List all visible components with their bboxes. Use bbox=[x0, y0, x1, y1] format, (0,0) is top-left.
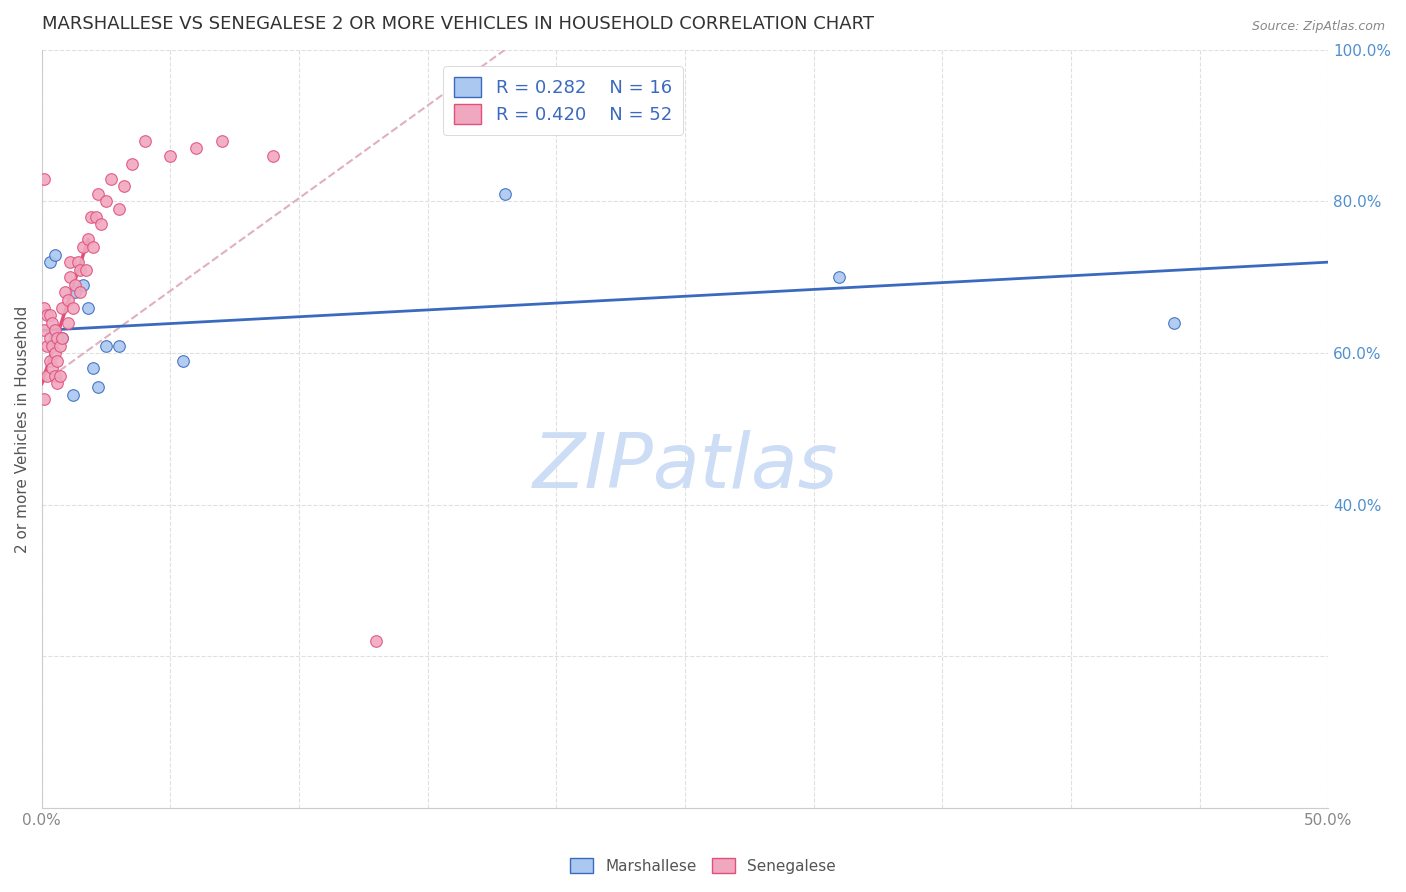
Point bbox=[94, 194, 117, 209]
Point bbox=[72, 277, 94, 292]
Point bbox=[44, 346, 66, 360]
Point bbox=[34, 323, 56, 337]
Text: MARSHALLESE VS SENEGALESE 2 OR MORE VEHICLES IN HOUSEHOLD CORRELATION CHART: MARSHALLESE VS SENEGALESE 2 OR MORE VEHI… bbox=[42, 15, 873, 33]
Point bbox=[828, 270, 851, 285]
Text: Source: ZipAtlas.com: Source: ZipAtlas.com bbox=[1251, 20, 1385, 33]
Point bbox=[79, 210, 101, 224]
Point bbox=[94, 338, 117, 352]
Point bbox=[69, 262, 91, 277]
Point bbox=[34, 301, 56, 315]
Y-axis label: 2 or more Vehicles in Household: 2 or more Vehicles in Household bbox=[15, 305, 30, 552]
Point bbox=[38, 331, 60, 345]
Point bbox=[44, 247, 66, 261]
Point bbox=[108, 202, 131, 216]
Point bbox=[46, 331, 69, 345]
Point bbox=[49, 338, 72, 352]
Point bbox=[65, 277, 87, 292]
Point bbox=[35, 338, 58, 352]
Point bbox=[87, 380, 110, 394]
Point bbox=[1163, 316, 1185, 330]
Point bbox=[46, 376, 69, 391]
Point bbox=[494, 186, 516, 201]
Point bbox=[34, 171, 56, 186]
Point bbox=[72, 240, 94, 254]
Point bbox=[100, 171, 122, 186]
Point bbox=[53, 285, 76, 300]
Point bbox=[38, 353, 60, 368]
Point bbox=[82, 240, 104, 254]
Point bbox=[51, 331, 73, 345]
Point bbox=[44, 368, 66, 383]
Point bbox=[59, 255, 82, 269]
Point bbox=[38, 255, 60, 269]
Point bbox=[44, 323, 66, 337]
Point bbox=[46, 353, 69, 368]
Legend: Marshallese, Senegalese: Marshallese, Senegalese bbox=[564, 852, 842, 880]
Point bbox=[108, 338, 131, 352]
Point bbox=[49, 368, 72, 383]
Point bbox=[41, 338, 63, 352]
Point bbox=[87, 186, 110, 201]
Point bbox=[35, 308, 58, 322]
Point bbox=[41, 361, 63, 376]
Point bbox=[69, 285, 91, 300]
Point bbox=[66, 255, 89, 269]
Point bbox=[35, 368, 58, 383]
Point bbox=[134, 134, 156, 148]
Point bbox=[211, 134, 233, 148]
Point bbox=[51, 331, 73, 345]
Point bbox=[262, 149, 284, 163]
Point bbox=[77, 301, 100, 315]
Point bbox=[186, 141, 208, 155]
Point bbox=[159, 149, 181, 163]
Point bbox=[65, 285, 87, 300]
Point bbox=[121, 156, 143, 170]
Point bbox=[41, 316, 63, 330]
Text: ZIPatlas: ZIPatlas bbox=[533, 430, 838, 504]
Point bbox=[38, 308, 60, 322]
Point bbox=[77, 232, 100, 246]
Point bbox=[90, 217, 112, 231]
Point bbox=[62, 388, 84, 402]
Point bbox=[56, 316, 79, 330]
Point bbox=[56, 293, 79, 307]
Point bbox=[366, 634, 388, 648]
Point bbox=[34, 392, 56, 406]
Point bbox=[82, 361, 104, 376]
Point bbox=[44, 331, 66, 345]
Point bbox=[112, 179, 135, 194]
Point bbox=[59, 270, 82, 285]
Point bbox=[51, 301, 73, 315]
Legend: R = 0.282    N = 16, R = 0.420    N = 52: R = 0.282 N = 16, R = 0.420 N = 52 bbox=[443, 66, 682, 135]
Point bbox=[172, 353, 194, 368]
Point bbox=[84, 210, 107, 224]
Point bbox=[62, 301, 84, 315]
Point bbox=[75, 262, 97, 277]
